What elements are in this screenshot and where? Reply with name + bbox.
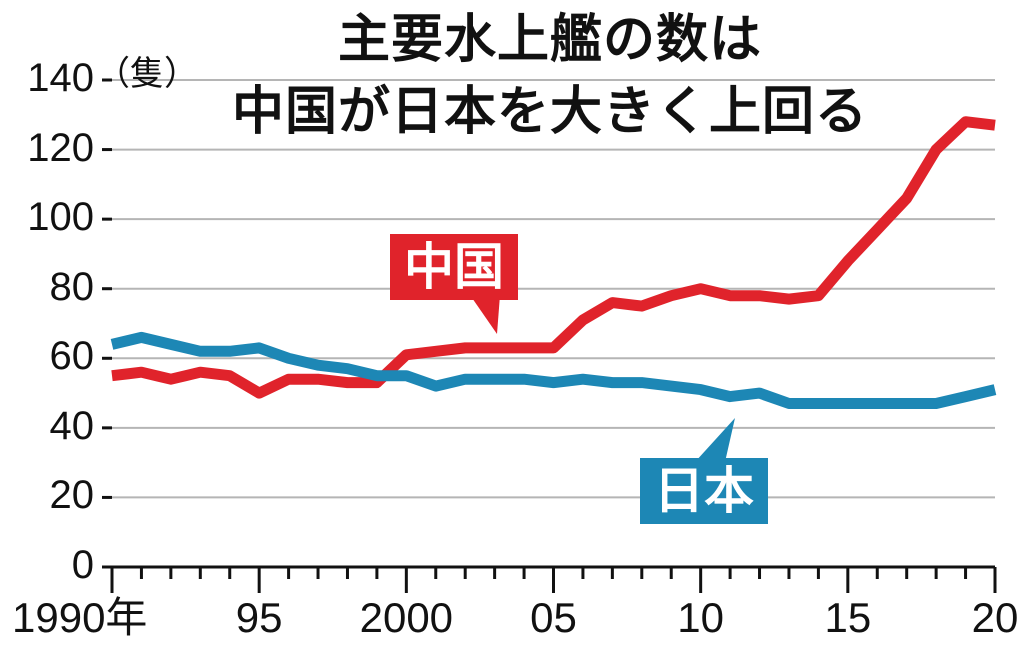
axes <box>102 78 997 593</box>
callout-pointers <box>470 295 735 462</box>
x-tick-label-2000: 2000 <box>359 594 454 641</box>
x-tick-label-2005: 05 <box>530 594 577 641</box>
chart-title-line-1: 主要水上艦の数は <box>337 10 762 70</box>
series-lines <box>110 116 997 409</box>
y-tick-label-20: 20 <box>49 473 95 518</box>
callout-tail-china <box>470 295 500 334</box>
y-tick-label-100: 100 <box>27 195 94 240</box>
y-axis-unit: （隻） <box>96 54 198 94</box>
x-tick-label-2010: 10 <box>677 594 725 641</box>
legend-label-china: 中国 <box>390 234 518 300</box>
y-tick-label-140: 140 <box>27 56 94 100</box>
x-tick-label-1995: 95 <box>235 594 283 641</box>
x-tick-label-1990: 1990年 <box>12 594 148 641</box>
callout-tail-japan <box>695 418 735 462</box>
chart-title-line-2: 中国が日本を大きく上回る <box>231 82 868 142</box>
y-tick-label-40: 40 <box>49 403 95 448</box>
y-tick-label-80: 80 <box>49 264 95 309</box>
series-line-china <box>111 116 996 399</box>
x-tick-label-2015: 15 <box>824 594 872 641</box>
y-tick-label-120: 120 <box>27 125 94 170</box>
x-tick-label-2020: 20 <box>971 594 1019 641</box>
series-line-japan <box>110 331 997 409</box>
y-tick-label-0: 0 <box>71 543 94 587</box>
legend-label-japan: 日本 <box>640 458 768 524</box>
y-tick-label-60: 60 <box>49 334 95 379</box>
grid-lines <box>112 79 995 499</box>
